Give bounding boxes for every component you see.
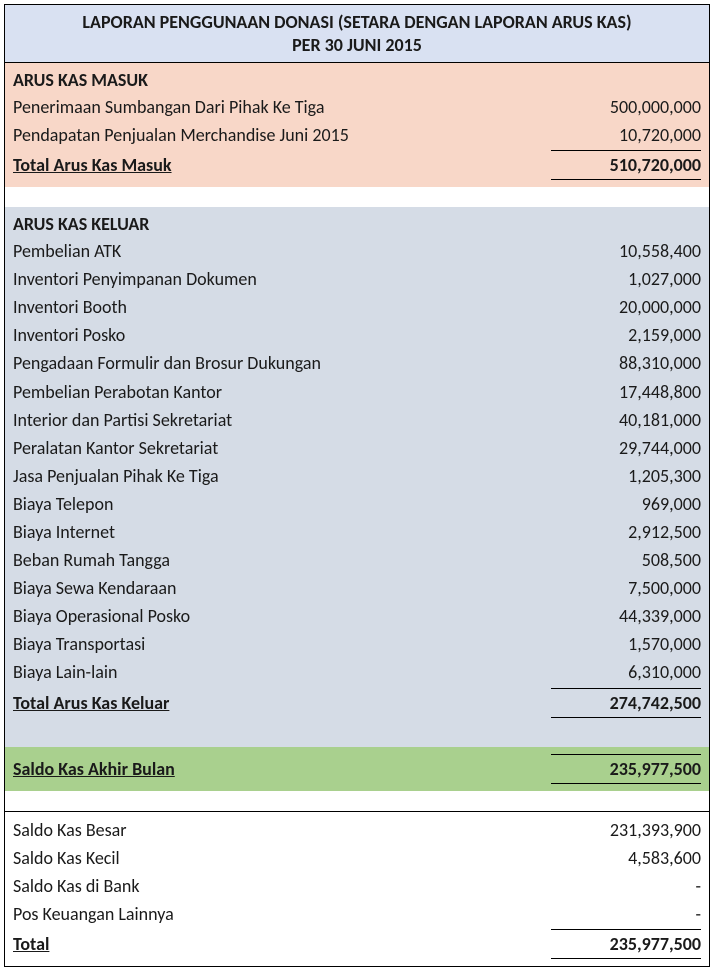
outflow-row: Inventori Booth20,000,000	[13, 293, 701, 321]
outflow-value: 1,027,000	[551, 266, 701, 292]
outflow-value: 1,205,300	[551, 463, 701, 489]
outflow-row: Biaya Lain-lain6,310,000	[13, 658, 701, 686]
outflow-row: Peralatan Kantor Sekretariat29,744,000	[13, 434, 701, 462]
outflow-label: Biaya Lain-lain	[13, 659, 551, 685]
outflow-row: Pengadaan Formulir dan Brosur Dukungan88…	[13, 349, 701, 377]
outflow-value: 10,558,400	[551, 238, 701, 264]
inflow-title: ARUS KAS MASUK	[13, 67, 701, 93]
outflow-title: ARUS KAS KELUAR	[13, 211, 701, 237]
outflow-value: 40,181,000	[551, 407, 701, 433]
outflow-row: Biaya Sewa Kendaraan7,500,000	[13, 574, 701, 602]
outflow-label: Interior dan Partisi Sekretariat	[13, 407, 551, 433]
outflow-value: 6,310,000	[551, 659, 701, 685]
detail-value: -	[551, 873, 701, 899]
outflow-value: 17,448,800	[551, 379, 701, 405]
outflow-value: 2,912,500	[551, 519, 701, 545]
title-line-1: LAPORAN PENGGUNAAN DONASI (SETARA DENGAN…	[13, 11, 701, 34]
outflow-label: Biaya Telepon	[13, 491, 551, 517]
title-line-2: PER 30 JUNI 2015	[13, 34, 701, 57]
inflow-value: 500,000,000	[551, 94, 701, 120]
detail-value: 231,393,900	[551, 817, 701, 843]
outflow-row: Biaya Operasional Posko44,339,000	[13, 602, 701, 630]
outflow-value: 508,500	[551, 547, 701, 573]
outflow-label: Biaya Operasional Posko	[13, 603, 551, 629]
detail-row: Pos Keuangan Lainnya-	[13, 900, 701, 928]
outflow-value: 44,339,000	[551, 603, 701, 629]
outflow-value: 29,744,000	[551, 435, 701, 461]
detail-row: Saldo Kas Kecil4,583,600	[13, 844, 701, 872]
outflow-total-row: Total Arus Kas Keluar 274,742,500	[13, 687, 701, 719]
detail-total-value: 235,977,500	[551, 929, 701, 959]
inflow-label: Penerimaan Sumbangan Dari Pihak Ke Tiga	[13, 94, 551, 120]
outflow-total-label: Total Arus Kas Keluar	[13, 690, 551, 716]
outflow-label: Beban Rumah Tangga	[13, 547, 551, 573]
outflow-label: Pengadaan Formulir dan Brosur Dukungan	[13, 350, 551, 376]
outflow-row: Beban Rumah Tangga508,500	[13, 546, 701, 574]
inflow-total-value: 510,720,000	[551, 150, 701, 180]
outflow-label: Pembelian ATK	[13, 238, 551, 264]
detail-section: Saldo Kas Besar231,393,900Saldo Kas Keci…	[5, 811, 709, 966]
outflow-value: 88,310,000	[551, 350, 701, 376]
saldo-label: Saldo Kas Akhir Bulan	[13, 756, 551, 782]
detail-row: Saldo Kas di Bank-	[13, 872, 701, 900]
outflow-value: 1,570,000	[551, 631, 701, 657]
inflow-label: Pendapatan Penjualan Merchandise Juni 20…	[13, 122, 551, 148]
detail-total-label: Total	[13, 931, 551, 957]
inflow-row: Pendapatan Penjualan Merchandise Juni 20…	[13, 121, 701, 149]
detail-label: Saldo Kas di Bank	[13, 873, 551, 899]
outflow-label: Biaya Sewa Kendaraan	[13, 575, 551, 601]
outflow-row: Biaya Telepon969,000	[13, 490, 701, 518]
detail-label: Saldo Kas Besar	[13, 817, 551, 843]
outflow-value: 2,159,000	[551, 322, 701, 348]
outflow-label: Inventori Penyimpanan Dokumen	[13, 266, 551, 292]
outflow-row: Jasa Penjualan Pihak Ke Tiga1,205,300	[13, 462, 701, 490]
detail-row: Saldo Kas Besar231,393,900	[13, 816, 701, 844]
saldo-value: 235,977,500	[551, 754, 701, 784]
outflow-row: Inventori Posko2,159,000	[13, 321, 701, 349]
detail-value: -	[551, 901, 701, 927]
outflow-label: Jasa Penjualan Pihak Ke Tiga	[13, 463, 551, 489]
inflow-total-label: Total Arus Kas Masuk	[13, 152, 551, 178]
outflow-label: Biaya Internet	[13, 519, 551, 545]
spacer	[5, 187, 709, 207]
outflow-row: Biaya Internet2,912,500	[13, 518, 701, 546]
inflow-total-row: Total Arus Kas Masuk 510,720,000	[13, 149, 701, 181]
detail-value: 4,583,600	[551, 845, 701, 871]
outflow-label: Inventori Posko	[13, 322, 551, 348]
inflow-value: 10,720,000	[551, 122, 701, 148]
saldo-section: Saldo Kas Akhir Bulan 235,977,500	[5, 747, 709, 791]
outflow-row: Interior dan Partisi Sekretariat40,181,0…	[13, 406, 701, 434]
saldo-row: Saldo Kas Akhir Bulan 235,977,500	[13, 753, 701, 785]
detail-label: Pos Keuangan Lainnya	[13, 901, 551, 927]
outflow-value: 969,000	[551, 491, 701, 517]
inflow-row: Penerimaan Sumbangan Dari Pihak Ke Tiga5…	[13, 93, 701, 121]
spacer	[5, 725, 709, 747]
outflow-total-value: 274,742,500	[551, 688, 701, 718]
outflow-row: Biaya Transportasi1,570,000	[13, 630, 701, 658]
detail-total-row: Total 235,977,500	[13, 928, 701, 960]
inflow-section: ARUS KAS MASUK Penerimaan Sumbangan Dari…	[5, 63, 709, 187]
outflow-label: Peralatan Kantor Sekretariat	[13, 435, 551, 461]
report-container: LAPORAN PENGGUNAAN DONASI (SETARA DENGAN…	[4, 4, 710, 967]
detail-label: Saldo Kas Kecil	[13, 845, 551, 871]
outflow-label: Inventori Booth	[13, 294, 551, 320]
outflow-row: Pembelian Perabotan Kantor17,448,800	[13, 378, 701, 406]
outflow-value: 20,000,000	[551, 294, 701, 320]
outflow-label: Biaya Transportasi	[13, 631, 551, 657]
outflow-row: Inventori Penyimpanan Dokumen1,027,000	[13, 265, 701, 293]
spacer	[5, 791, 709, 811]
outflow-label: Pembelian Perabotan Kantor	[13, 379, 551, 405]
report-header: LAPORAN PENGGUNAAN DONASI (SETARA DENGAN…	[5, 5, 709, 63]
outflow-row: Pembelian ATK10,558,400	[13, 237, 701, 265]
outflow-section: ARUS KAS KELUAR Pembelian ATK10,558,400I…	[5, 207, 709, 725]
outflow-value: 7,500,000	[551, 575, 701, 601]
